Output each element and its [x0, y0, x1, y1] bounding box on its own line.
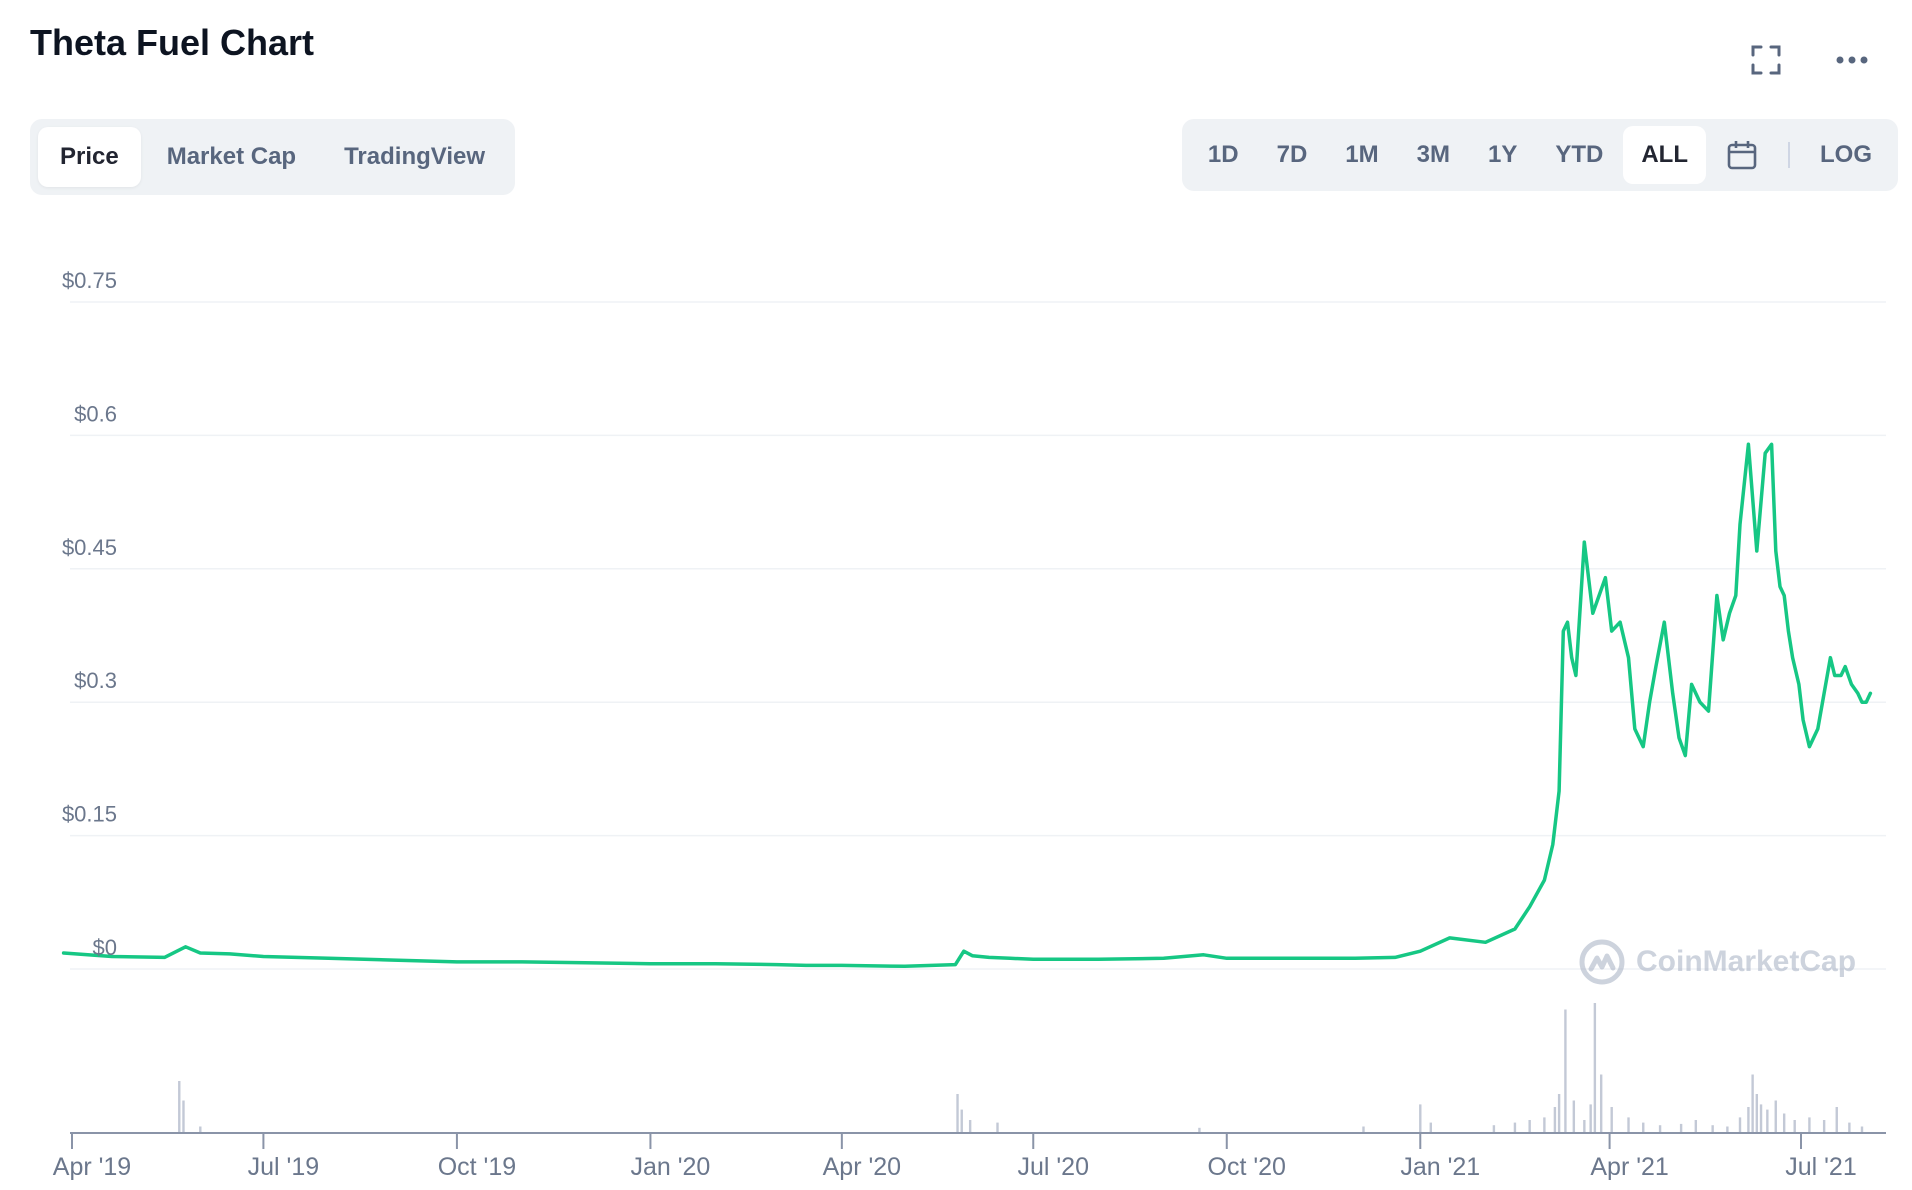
volume-bar: [1583, 1120, 1586, 1133]
volume-bar: [1822, 1120, 1826, 1133]
volume-bar: [1835, 1107, 1838, 1133]
volume-bar: [1599, 1074, 1603, 1133]
range-7d[interactable]: 7D: [1276, 141, 1308, 168]
x-tick-label: Oct '20: [1208, 1153, 1286, 1181]
x-tick-label: Jul '20: [1018, 1153, 1089, 1181]
price-series-line: [61, 442, 1873, 969]
volume-bar: [1492, 1125, 1496, 1133]
volume-bar: [1848, 1122, 1851, 1133]
volume-bar: [1658, 1125, 1662, 1133]
volume-bar: [1679, 1123, 1683, 1133]
x-tick-label: Apr '19: [53, 1153, 131, 1181]
watermark-text: CoinMarketCap: [1636, 945, 1857, 978]
volume-bar: [1564, 1009, 1567, 1133]
volume-bar: [996, 1122, 999, 1133]
volume-bar: [960, 1109, 963, 1133]
volume-bar: [1766, 1109, 1769, 1133]
volume-bar: [1726, 1126, 1729, 1133]
volume-bar: [1543, 1117, 1546, 1133]
volume-bar: [1610, 1107, 1613, 1133]
volume-bar: [199, 1126, 202, 1133]
range-3m[interactable]: 3M: [1416, 141, 1450, 168]
volume-bar: [1593, 1003, 1597, 1133]
x-tick-label: Jul '21: [1785, 1153, 1856, 1181]
volume-bar: [1513, 1122, 1517, 1133]
x-tick-label: Jan '20: [631, 1153, 711, 1181]
x-tick-label: Jul '19: [248, 1153, 319, 1181]
more-icon[interactable]: [1832, 40, 1872, 80]
volume-bar: [1419, 1104, 1422, 1133]
volume-bar: [1694, 1120, 1698, 1133]
watermark: CoinMarketCap: [1578, 938, 1856, 986]
volume-bar: [1755, 1094, 1759, 1133]
volume-bar: [1793, 1120, 1796, 1133]
volume-bar: [1572, 1100, 1576, 1133]
volume-bar: [178, 1081, 181, 1133]
volume-bar: [1759, 1104, 1763, 1133]
tab-market-cap[interactable]: Market Cap: [166, 143, 297, 170]
volume-bar: [1782, 1113, 1786, 1133]
chart-title: Theta Fuel Chart: [30, 22, 315, 63]
volume-bar: [1738, 1117, 1742, 1133]
volume-bar: [1589, 1104, 1592, 1133]
chart-type-tabs: Price Market Cap TradingView: [30, 119, 516, 195]
volume-bar: [1553, 1107, 1557, 1133]
y-tick-label: $0.75: [62, 268, 117, 293]
range-1m[interactable]: 1M: [1345, 141, 1379, 168]
volume-bar: [1747, 1107, 1750, 1133]
x-tick-label: Apr '21: [1590, 1153, 1668, 1181]
volume-bar: [1860, 1126, 1864, 1133]
volume-bar: [1774, 1100, 1777, 1133]
range-divider: [1788, 142, 1790, 168]
x-tick-label: Jan '21: [1400, 1153, 1480, 1181]
range-all[interactable]: ALL: [1623, 126, 1706, 184]
volume-bar: [1362, 1126, 1365, 1133]
x-tick-label: Oct '19: [438, 1153, 516, 1181]
volume-bar: [1642, 1122, 1645, 1133]
y-tick-label: $0: [93, 935, 117, 960]
volume-bar: [1528, 1120, 1531, 1133]
y-tick-label: $0.6: [74, 401, 117, 426]
time-range-selector: 1D 7D 1M 3M 1Y YTD ALL LOG: [1181, 119, 1898, 191]
volume-bar: [1429, 1122, 1433, 1133]
range-1y[interactable]: 1Y: [1487, 141, 1518, 168]
volume-bar: [956, 1094, 959, 1133]
volume-bar: [1808, 1117, 1811, 1133]
y-tick-label: $0.45: [62, 535, 117, 560]
y-tick-label: $0.3: [74, 668, 117, 693]
tab-price[interactable]: Price: [38, 127, 141, 187]
range-1d[interactable]: 1D: [1207, 141, 1239, 168]
volume-bar: [182, 1100, 185, 1133]
tab-tradingview[interactable]: TradingView: [344, 143, 486, 170]
volume-bar: [1711, 1125, 1714, 1133]
volume-bar: [1751, 1074, 1754, 1133]
top-actions: [1746, 40, 1872, 80]
x-tick-label: Apr '20: [823, 1153, 901, 1181]
y-tick-label: $0.15: [62, 802, 117, 827]
calendar-icon[interactable]: [1708, 126, 1776, 184]
volume-bar: [1198, 1127, 1201, 1133]
volume-bar: [1627, 1117, 1630, 1133]
volume-bar: [968, 1120, 972, 1133]
coinmarketcap-logo: [1579, 939, 1625, 985]
log-toggle[interactable]: LOG: [1820, 141, 1872, 168]
fullscreen-icon[interactable]: [1746, 40, 1786, 80]
range-ytd[interactable]: YTD: [1555, 141, 1604, 168]
volume-bar: [1557, 1094, 1561, 1133]
